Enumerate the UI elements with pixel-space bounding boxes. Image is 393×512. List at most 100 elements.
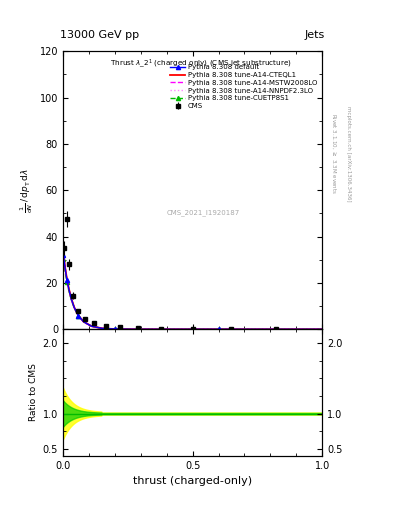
Pythia 8.308 tune-A14-MSTW2008LO [62, 262, 67, 268]
Pythia 8.308 tune-A14-CTEQL1 [112, 326, 117, 332]
Pythia 8.308 tune-A14-NNPDF2.3LO [320, 326, 325, 332]
Pythia 8.308 default [99, 325, 104, 331]
Pythia 8.308 tune-A14-MSTW2008LO [61, 252, 66, 258]
Pythia 8.308 tune-A14-NNPDF2.3LO [65, 275, 70, 282]
Pythia 8.308 tune-A14-NNPDF2.3LO [182, 326, 187, 332]
Pythia 8.308 tune-A14-NNPDF2.3LO [62, 252, 66, 259]
Pythia 8.308 tune-A14-CTEQL1 [81, 318, 86, 325]
Pythia 8.308 tune-A14-NNPDF2.3LO [63, 267, 68, 273]
Line: Pythia 8.308 tune-CUETP8S1: Pythia 8.308 tune-CUETP8S1 [61, 257, 324, 331]
Pythia 8.308 tune-CUETP8S1 [65, 279, 70, 285]
Text: Jets: Jets [305, 30, 325, 40]
Pythia 8.308 tune-A14-MSTW2008LO [216, 326, 221, 332]
Pythia 8.308 default [81, 318, 86, 325]
Pythia 8.308 tune-A14-CTEQL1 [154, 326, 159, 332]
Pythia 8.308 tune-CUETP8S1 [62, 260, 66, 266]
Pythia 8.308 tune-A14-CTEQL1 [69, 295, 73, 301]
Pythia 8.308 tune-CUETP8S1 [66, 288, 71, 294]
Legend: Pythia 8.308 default, Pythia 8.308 tune-A14-CTEQL1, Pythia 8.308 tune-A14-MSTW20: Pythia 8.308 default, Pythia 8.308 tune-… [169, 63, 319, 111]
Y-axis label: $\frac{1}{\mathrm{d}N}\,/\,\mathrm{d}p_\mathrm{T}\,\mathrm{d}\lambda$: $\frac{1}{\mathrm{d}N}\,/\,\mathrm{d}p_\… [19, 168, 35, 212]
Pythia 8.308 tune-CUETP8S1 [72, 305, 77, 311]
Pythia 8.308 tune-A14-MSTW2008LO [63, 269, 68, 275]
Pythia 8.308 tune-CUETP8S1 [63, 272, 68, 278]
Pythia 8.308 tune-CUETP8S1 [61, 256, 66, 262]
Pythia 8.308 tune-A14-NNPDF2.3LO [72, 305, 77, 311]
Pythia 8.308 tune-A14-NNPDF2.3LO [154, 326, 159, 332]
Pythia 8.308 tune-A14-CTEQL1 [62, 255, 66, 261]
Line: Pythia 8.308 tune-A14-MSTW2008LO: Pythia 8.308 tune-A14-MSTW2008LO [63, 255, 322, 329]
Pythia 8.308 tune-A14-NNPDF2.3LO [81, 319, 86, 326]
Pythia 8.308 default [182, 326, 187, 332]
Pythia 8.308 default [69, 295, 73, 302]
Pythia 8.308 default [112, 326, 117, 332]
Pythia 8.308 tune-A14-MSTW2008LO [112, 326, 117, 332]
Pythia 8.308 tune-CUETP8S1 [252, 326, 257, 332]
Pythia 8.308 default [154, 326, 159, 332]
Pythia 8.308 tune-CUETP8S1 [76, 313, 81, 319]
Pythia 8.308 tune-A14-NNPDF2.3LO [66, 286, 71, 292]
Pythia 8.308 tune-A14-MSTW2008LO [130, 326, 135, 332]
Pythia 8.308 default [216, 326, 221, 332]
Pythia 8.308 tune-CUETP8S1 [62, 266, 67, 272]
Pythia 8.308 default [130, 326, 135, 332]
Pythia 8.308 tune-A14-NNPDF2.3LO [99, 326, 104, 332]
X-axis label: thrust (charged-only): thrust (charged-only) [133, 476, 252, 486]
Pythia 8.308 default [61, 252, 66, 258]
Pythia 8.308 default [289, 326, 294, 332]
Pythia 8.308 tune-A14-MSTW2008LO [66, 286, 71, 292]
Pythia 8.308 tune-A14-MSTW2008LO [65, 277, 70, 283]
Pythia 8.308 default [66, 286, 71, 292]
Text: Rivet 3.1.10, $\geq$ 3.3M events: Rivet 3.1.10, $\geq$ 3.3M events [330, 113, 338, 194]
Pythia 8.308 tune-A14-NNPDF2.3LO [252, 326, 257, 332]
Pythia 8.308 tune-CUETP8S1 [216, 326, 221, 332]
Pythia 8.308 tune-A14-CTEQL1 [72, 304, 77, 310]
Pythia 8.308 tune-A14-CTEQL1 [66, 286, 71, 292]
Pythia 8.308 tune-CUETP8S1 [154, 326, 159, 332]
Pythia 8.308 tune-A14-NNPDF2.3LO [69, 295, 73, 302]
Pythia 8.308 tune-A14-MSTW2008LO [69, 295, 73, 302]
Text: Thrust $\lambda\_2^1$ (charged only) (CMS jet substructure): Thrust $\lambda\_2^1$ (charged only) (CM… [110, 57, 292, 70]
Pythia 8.308 default [72, 305, 77, 311]
Pythia 8.308 tune-CUETP8S1 [320, 326, 325, 332]
Pythia 8.308 tune-A14-CTEQL1 [89, 323, 94, 329]
Pythia 8.308 tune-A14-CTEQL1 [61, 251, 66, 257]
Pythia 8.308 default [62, 262, 67, 268]
Pythia 8.308 tune-A14-MSTW2008LO [72, 305, 77, 311]
Pythia 8.308 tune-A14-NNPDF2.3LO [61, 248, 66, 254]
Pythia 8.308 tune-A14-CTEQL1 [289, 326, 294, 332]
Text: 13000 GeV pp: 13000 GeV pp [60, 30, 140, 40]
Pythia 8.308 tune-A14-CTEQL1 [130, 326, 135, 332]
Pythia 8.308 tune-A14-MSTW2008LO [289, 326, 294, 332]
Pythia 8.308 default [62, 256, 66, 262]
Pythia 8.308 default [89, 323, 94, 329]
Pythia 8.308 tune-A14-NNPDF2.3LO [62, 259, 67, 265]
Line: Pythia 8.308 tune-A14-NNPDF2.3LO: Pythia 8.308 tune-A14-NNPDF2.3LO [63, 251, 322, 329]
Pythia 8.308 tune-CUETP8S1 [182, 326, 187, 332]
Pythia 8.308 tune-A14-MSTW2008LO [99, 325, 104, 331]
Text: mcplots.cern.ch [arXiv:1306.3436]: mcplots.cern.ch [arXiv:1306.3436] [346, 106, 351, 201]
Pythia 8.308 tune-A14-CTEQL1 [216, 326, 221, 332]
Pythia 8.308 tune-A14-NNPDF2.3LO [130, 326, 135, 332]
Pythia 8.308 tune-CUETP8S1 [69, 296, 73, 303]
Pythia 8.308 tune-A14-MSTW2008LO [154, 326, 159, 332]
Pythia 8.308 default [252, 326, 257, 332]
Pythia 8.308 tune-A14-MSTW2008LO [81, 318, 86, 325]
Pythia 8.308 tune-CUETP8S1 [99, 325, 104, 331]
Pythia 8.308 default [320, 326, 325, 332]
Pythia 8.308 tune-A14-NNPDF2.3LO [112, 326, 117, 332]
Y-axis label: Ratio to CMS: Ratio to CMS [29, 364, 39, 421]
Pythia 8.308 tune-A14-NNPDF2.3LO [76, 313, 81, 319]
Pythia 8.308 tune-A14-MSTW2008LO [320, 326, 325, 332]
Line: Pythia 8.308 default: Pythia 8.308 default [61, 253, 324, 331]
Pythia 8.308 tune-A14-MSTW2008LO [182, 326, 187, 332]
Pythia 8.308 tune-A14-CTEQL1 [65, 276, 70, 283]
Pythia 8.308 tune-A14-MSTW2008LO [89, 323, 94, 329]
Pythia 8.308 tune-CUETP8S1 [289, 326, 294, 332]
Pythia 8.308 tune-A14-CTEQL1 [63, 268, 68, 274]
Pythia 8.308 tune-CUETP8S1 [89, 323, 94, 329]
Pythia 8.308 tune-CUETP8S1 [112, 326, 117, 332]
Pythia 8.308 tune-A14-CTEQL1 [320, 326, 325, 332]
Pythia 8.308 tune-A14-MSTW2008LO [252, 326, 257, 332]
Pythia 8.308 tune-A14-CTEQL1 [76, 312, 81, 318]
Pythia 8.308 tune-A14-CTEQL1 [99, 325, 104, 331]
